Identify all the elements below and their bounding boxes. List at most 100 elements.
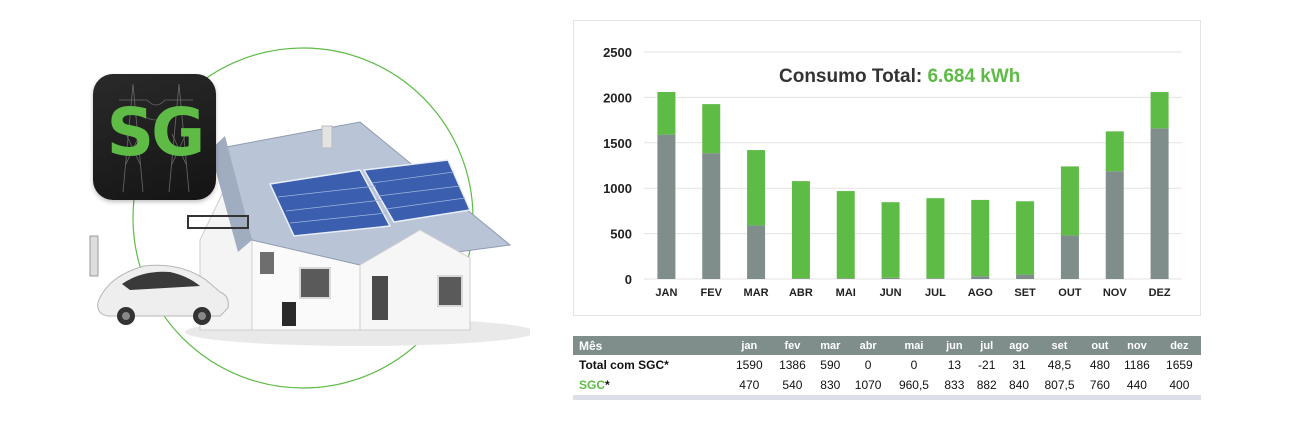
bar-segment-base [747,225,766,279]
table-cell: 590 [820,358,841,372]
bar-segment-base [1150,128,1169,279]
table-header-month: out [1083,336,1117,355]
bar-segment-base [926,278,945,279]
power-tower-icon [119,83,193,193]
table-header-month: jun [938,336,971,355]
sg-logo: SG [93,74,216,200]
house-scene [89,47,535,389]
table-cell: 13 [947,358,962,372]
door [372,276,388,320]
bar-segment-sgc [1016,201,1035,275]
electric-car [97,264,229,325]
bar-segment-sgc [926,198,945,279]
bar-segment-base [881,277,900,279]
table-cell: 440 [1116,375,1158,400]
bar-segment-base [1016,274,1035,279]
bar-segment-base [702,153,721,279]
window [299,267,331,299]
table-header-month: abr [846,336,890,355]
row-label-suffix: * [605,378,610,392]
y-tick-label: 2500 [603,45,632,60]
y-tick-label: 1000 [603,181,632,196]
bar-segment-sgc [1150,92,1169,129]
y-tick-label: 500 [610,227,632,242]
bar-segment-sgc [1060,166,1079,236]
table-header-month: set [1035,336,1084,355]
bar-segment-sgc [836,191,855,279]
consumption-table: Mês jan fev mar abr mai jun jul ago set out nov dez… [573,336,1201,400]
bar-segment-sgc [881,202,900,278]
table-header-row: Mês jan fev mar abr mai jun jul ago set out nov dez [573,336,1201,355]
bar-segment-base [1060,235,1079,279]
table-cell: 1186 [1124,358,1150,372]
table-cell: 1386 [779,358,806,372]
window [260,252,274,274]
charging-post [89,235,99,277]
bar-segment-sgc [657,91,676,135]
house-roof-edge [210,136,252,252]
table-row-total-com-sgc: Total com SGC* 1590 1386 590 0 0 13 -21 31 48,5 4… [573,355,1201,375]
bar-segment-base [971,276,990,279]
table-header-month: nov [1116,336,1158,355]
table-cell: -21 [978,358,996,372]
table-header-month: jan [727,336,771,355]
chart-title-label: Consumo Total: [779,66,923,87]
table-cell: 1659 [1166,358,1193,372]
table-cell: 760 [1083,375,1117,400]
table-cell: 400 [1157,375,1201,400]
bar-segment-sgc [971,199,990,277]
table-cell: 480 [1089,358,1110,372]
balcony [187,215,249,229]
bar-segment-sgc [791,181,810,279]
table-cell: 882 [970,375,1003,400]
x-tick-label: ABR [789,287,813,299]
x-tick-label: FEV [701,287,723,299]
table-cell: 470 [727,375,771,400]
x-tick-label: MAI [836,287,856,299]
x-tick-label: AGO [968,287,994,299]
table-cell: 833 [938,375,971,400]
table-cell: 1590 [735,358,763,372]
bar-segment-sgc [747,150,766,226]
table-cell: 0 [864,358,872,372]
x-tick-label: JAN [655,287,677,299]
chimney [321,125,333,149]
bar-segment-base [836,278,855,279]
row-label-sgc: SGC [579,378,606,392]
y-tick-label: 1500 [603,136,632,151]
bar-segment-sgc [1105,131,1124,172]
battery-box [282,302,296,326]
table-cell: 807,5 [1035,375,1084,400]
table-header-month-label: Mês [573,336,728,355]
table-cell: 540 [770,375,814,400]
table-header-month: fev [770,336,814,355]
table-header-month: mai [889,336,939,355]
table-header-month: jul [970,336,1003,355]
table-row-sgc: SGC* 470 540 830 1070 960,5 833 882 840 807,5 760… [573,375,1201,400]
bar-segment-sgc [702,104,721,154]
table-cell: 0 [910,358,918,372]
y-tick-label: 0 [625,272,632,287]
table-cell: 840 [1002,375,1036,400]
row-label: SGC* [573,375,728,400]
chart-title-value: 6.684 kWh [927,66,1021,87]
table-header-month: ago [1002,336,1036,355]
table-header-month: dez [1157,336,1201,355]
x-tick-label: SET [1014,287,1036,299]
table-cell: 960,5 [889,375,939,400]
sg-logo-text: SG [106,94,206,171]
x-tick-label: MAR [744,287,769,299]
table-cell: 1070 [846,375,890,400]
window [437,275,463,307]
consumption-bar-chart: 0 500 1000 1500 2000 2500 JAN FEV MAR ABR MAI JUN JU… [603,45,1182,299]
x-tick-label: NOV [1103,287,1128,299]
y-tick-label: 2000 [603,90,632,105]
x-tick-label: DEZ [1149,287,1171,299]
x-tick-label: JUL [925,287,946,299]
consumption-chart-panel: 0 500 1000 1500 2000 2500 JAN FEV MAR ABR MAI JUN JU… [573,20,1201,316]
table-cell: 830 [813,375,847,400]
bar-segment-base [657,134,676,279]
bar-segment-base [1105,171,1124,279]
table-header-month: mar [813,336,847,355]
row-label: Total com SGC* [579,358,669,372]
